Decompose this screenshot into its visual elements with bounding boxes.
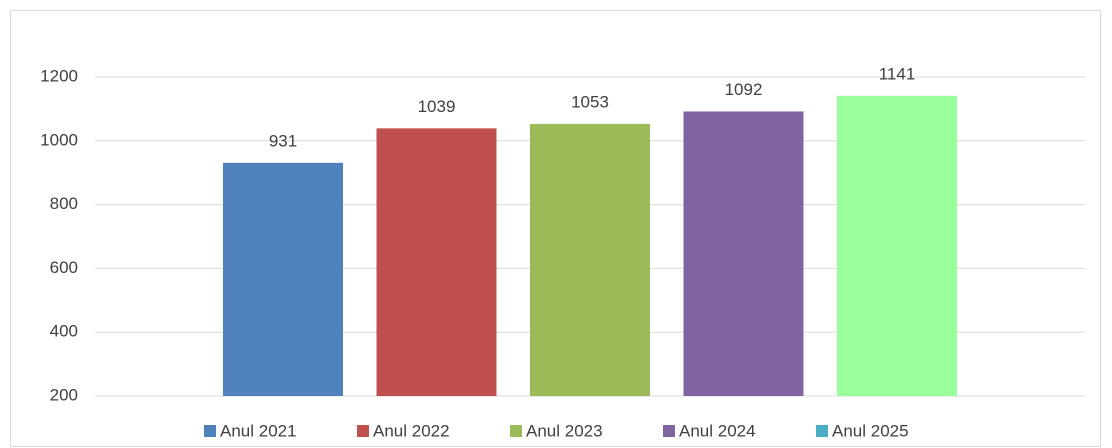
data-label: 1039	[418, 97, 456, 116]
data-label: 931	[269, 131, 297, 150]
legend-label: Anul 2024	[679, 421, 756, 440]
data-label: 1053	[571, 92, 609, 111]
bar	[683, 111, 804, 397]
y-tick-label: 1000	[40, 130, 78, 149]
legend-label: Anul 2023	[526, 421, 603, 440]
legend-swatch	[663, 425, 675, 437]
bar	[837, 95, 957, 397]
legend-swatch	[510, 425, 522, 437]
legend-swatch	[357, 425, 369, 437]
legend-label: Anul 2021	[220, 421, 297, 440]
bar	[223, 162, 343, 396]
y-tick-label: 600	[50, 258, 78, 277]
legend-swatch	[204, 425, 216, 437]
y-tick-label: 400	[50, 322, 78, 341]
data-label: 1141	[879, 64, 916, 83]
y-tick-label: 200	[50, 385, 78, 404]
data-label: 1092	[725, 80, 763, 99]
legend-label: Anul 2022	[373, 421, 450, 440]
bar	[530, 123, 650, 396]
legend-swatch	[816, 425, 828, 437]
y-tick-label: 800	[50, 194, 78, 213]
legend-label: Anul 2025	[832, 421, 909, 440]
bar	[376, 128, 497, 396]
y-tick-label: 1200	[40, 66, 78, 85]
